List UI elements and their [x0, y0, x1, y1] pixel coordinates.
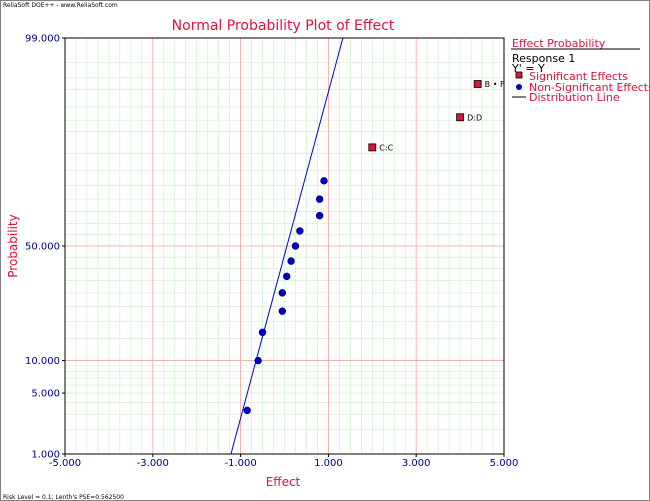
legend-significant-marker — [515, 71, 523, 79]
significant-point — [473, 80, 482, 88]
y-axis-label: Probability — [6, 214, 20, 277]
non-significant-point — [296, 227, 304, 235]
x-tick-label: -1.000 — [224, 458, 256, 469]
x-tick-label: 1.000 — [314, 458, 343, 469]
legend: Effect Probability Response 1 Y' = Y Sig… — [511, 37, 650, 104]
axis-ticks: -5.000 -3.000 -1.000 1.000 3.000 5.000 1.000 5.… — [25, 34, 518, 470]
non-significant-point — [278, 307, 287, 315]
non-significant-point — [287, 257, 295, 265]
significant-point-label: D:D — [467, 113, 482, 122]
y-tick-label: 10.000 — [25, 356, 60, 367]
chart-title: Normal Probability Plot of Effect — [172, 18, 395, 34]
plot-grid — [64, 38, 505, 454]
significant-point — [368, 143, 377, 152]
significant-point-label: C:C — [379, 143, 393, 152]
y-tick-label: 5.000 — [31, 389, 60, 400]
legend-non-significant-label: Non-Significant Effects — [529, 81, 650, 94]
non-significant-point — [282, 272, 291, 281]
header-text: ReliaSoft DOE++ - www.ReliaSoft.com — [3, 2, 118, 9]
x-tick-label: -5.000 — [49, 458, 81, 469]
distribution-line — [230, 38, 344, 454]
non-significant-point — [291, 242, 300, 250]
significant-point-label: B • F — [485, 80, 505, 89]
non-significant-point — [278, 289, 287, 297]
data-points: B • F D:D C:C — [243, 80, 505, 415]
non-significant-point — [254, 356, 262, 365]
y-tick-label: 99.000 — [25, 34, 60, 45]
non-significant-point — [320, 177, 328, 185]
x-axis-label: Effect — [266, 475, 301, 489]
legend-significant-label: Significant Effects — [529, 70, 628, 83]
x-tick-label: -3.000 — [137, 458, 169, 469]
legend-response: Response 1 — [512, 52, 575, 65]
legend-distribution-line-label: Distribution Line — [529, 91, 620, 104]
non-significant-point — [315, 211, 324, 220]
footer-text: Risk Level = 0.1; Lenth's PSE=0.562500 — [3, 494, 124, 501]
x-tick-label: 5.000 — [490, 458, 519, 469]
non-significant-point — [243, 406, 251, 415]
legend-non-significant-marker — [516, 84, 522, 90]
legend-title: Effect Probability — [512, 37, 606, 50]
y-tick-label: 1.000 — [31, 450, 60, 461]
non-significant-point — [258, 328, 267, 337]
y-tick-label: 50.000 — [25, 242, 60, 253]
non-significant-point — [315, 195, 324, 203]
significant-point — [456, 113, 465, 122]
x-tick-label: 3.000 — [402, 458, 431, 469]
